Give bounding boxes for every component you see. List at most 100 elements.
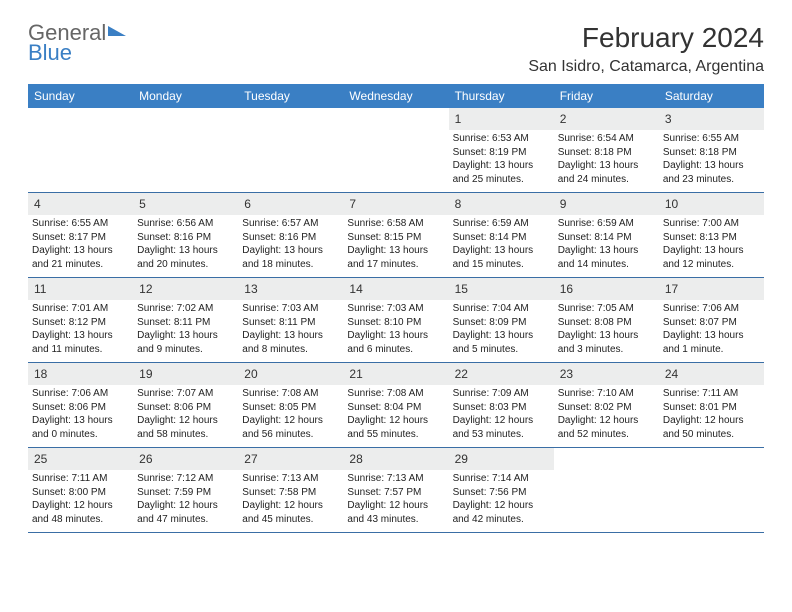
sunrise-line: Sunrise: 7:00 AM: [663, 217, 760, 231]
sunset-line: Sunset: 8:10 PM: [347, 316, 444, 330]
daylight-line: Daylight: 13 hours and 5 minutes.: [453, 329, 550, 356]
day-number: [665, 452, 668, 466]
day-cell: 7Sunrise: 6:58 AMSunset: 8:15 PMDaylight…: [343, 193, 448, 277]
day-cell: 29Sunrise: 7:14 AMSunset: 7:56 PMDayligh…: [449, 448, 554, 532]
daynum-row: 27: [238, 448, 343, 470]
weekday-header: Monday: [133, 84, 238, 108]
daynum-row: [133, 108, 238, 130]
sunset-line: Sunset: 8:15 PM: [347, 231, 444, 245]
daynum-row: 19: [133, 363, 238, 385]
day-cell: 12Sunrise: 7:02 AMSunset: 8:11 PMDayligh…: [133, 278, 238, 362]
day-number: 19: [139, 367, 152, 381]
daylight-line: Daylight: 13 hours and 0 minutes.: [32, 414, 129, 441]
daynum-row: 5: [133, 193, 238, 215]
sunrise-line: Sunrise: 7:12 AM: [137, 472, 234, 486]
sunrise-line: Sunrise: 7:11 AM: [663, 387, 760, 401]
sunset-line: Sunset: 8:11 PM: [137, 316, 234, 330]
sunset-line: Sunset: 8:00 PM: [32, 486, 129, 500]
sunset-line: Sunset: 8:17 PM: [32, 231, 129, 245]
daynum-row: 8: [449, 193, 554, 215]
daynum-row: 2: [554, 108, 659, 130]
day-number: [139, 112, 142, 126]
sunset-line: Sunset: 8:14 PM: [558, 231, 655, 245]
day-cell: 18Sunrise: 7:06 AMSunset: 8:06 PMDayligh…: [28, 363, 133, 447]
week-row: 4Sunrise: 6:55 AMSunset: 8:17 PMDaylight…: [28, 193, 764, 278]
daylight-line: Daylight: 13 hours and 17 minutes.: [347, 244, 444, 271]
sunset-line: Sunset: 7:57 PM: [347, 486, 444, 500]
daylight-line: Daylight: 13 hours and 3 minutes.: [558, 329, 655, 356]
daynum-row: 1: [449, 108, 554, 130]
sunrise-line: Sunrise: 6:53 AM: [453, 132, 550, 146]
location: San Isidro, Catamarca, Argentina: [528, 58, 764, 76]
daynum-row: 22: [449, 363, 554, 385]
day-number: [34, 112, 37, 126]
sunrise-line: Sunrise: 7:11 AM: [32, 472, 129, 486]
day-number: 9: [560, 197, 567, 211]
sunset-line: Sunset: 8:07 PM: [663, 316, 760, 330]
day-cell: 16 Sunrise: 7:05 AMSunset: 8:08 PMDayligh…: [554, 278, 659, 362]
daynum-row: 7: [343, 193, 448, 215]
sunrise-line: Sunrise: 6:59 AM: [453, 217, 550, 231]
sunset-line: Sunset: 8:08 PM: [558, 316, 655, 330]
sunrise-line: Sunrise: 7:09 AM: [453, 387, 550, 401]
daynum-row: 20: [238, 363, 343, 385]
daynum-row: [343, 108, 448, 130]
day-cell: 6Sunrise: 6:57 AMSunset: 8:16 PMDaylight…: [238, 193, 343, 277]
day-number: 2: [560, 112, 567, 126]
sunrise-line: Sunrise: 6:57 AM: [242, 217, 339, 231]
sunrise-line: Sunrise: 6:54 AM: [558, 132, 655, 146]
sunrise-line: Sunrise: 7:06 AM: [663, 302, 760, 316]
day-cell: 10Sunrise: 7:00 AMSunset: 8:13 PMDayligh…: [659, 193, 764, 277]
daylight-line: Daylight: 13 hours and 9 minutes.: [137, 329, 234, 356]
sunset-line: Sunset: 8:18 PM: [663, 146, 760, 160]
daylight-line: Daylight: 13 hours and 20 minutes.: [137, 244, 234, 271]
daynum-row: [659, 448, 764, 470]
daynum-row: [554, 448, 659, 470]
sunset-line: Sunset: 8:01 PM: [663, 401, 760, 415]
day-number: 11: [34, 282, 46, 296]
weeks-container: 1Sunrise: 6:53 AMSunset: 8:19 PMDaylight…: [28, 108, 764, 533]
sunset-line: Sunset: 8:13 PM: [663, 231, 760, 245]
sunset-line: Sunset: 7:56 PM: [453, 486, 550, 500]
month-title: February 2024: [528, 22, 764, 54]
day-cell: 20Sunrise: 7:08 AMSunset: 8:05 PMDayligh…: [238, 363, 343, 447]
daynum-row: 23: [554, 363, 659, 385]
day-cell: 28Sunrise: 7:13 AMSunset: 7:57 PMDayligh…: [343, 448, 448, 532]
day-cell: 26 Sunrise: 7:12 AMSunset: 7:59 PMDayligh…: [133, 448, 238, 532]
empty-cell: [554, 448, 659, 532]
sunset-line: Sunset: 8:12 PM: [32, 316, 129, 330]
daynum-row: 15: [449, 278, 554, 300]
daynum-row: 17: [659, 278, 764, 300]
day-number: 28: [349, 452, 362, 466]
day-cell: 17Sunrise: 7:06 AMSunset: 8:07 PMDayligh…: [659, 278, 764, 362]
logo-line2: Blue: [28, 42, 126, 64]
daylight-line: Daylight: 12 hours and 47 minutes.: [137, 499, 234, 526]
day-number: 27: [244, 452, 257, 466]
weekday-header: Sunday: [28, 84, 133, 108]
day-cell: 19Sunrise: 7:07 AMSunset: 8:06 PMDayligh…: [133, 363, 238, 447]
daylight-line: Daylight: 13 hours and 24 minutes.: [558, 159, 655, 186]
daynum-row: 24: [659, 363, 764, 385]
day-cell: 13Sunrise: 7:03 AMSunset: 8:11 PMDayligh…: [238, 278, 343, 362]
daynum-row: 21: [343, 363, 448, 385]
sunset-line: Sunset: 7:59 PM: [137, 486, 234, 500]
day-cell: 8Sunrise: 6:59 AMSunset: 8:14 PMDaylight…: [449, 193, 554, 277]
day-number: 26: [139, 452, 152, 466]
sunrise-line: Sunrise: 7:06 AM: [32, 387, 129, 401]
day-number: 23: [560, 367, 573, 381]
sunrise-line: Sunrise: 7:05 AM: [558, 302, 655, 316]
daynum-row: 6: [238, 193, 343, 215]
day-number: 18: [34, 367, 47, 381]
day-cell: 1Sunrise: 6:53 AMSunset: 8:19 PMDaylight…: [449, 108, 554, 192]
day-number: 7: [349, 197, 356, 211]
day-number: 29: [455, 452, 468, 466]
day-number: 12: [139, 282, 152, 296]
sunrise-line: Sunrise: 7:08 AM: [242, 387, 339, 401]
day-number: 22: [455, 367, 468, 381]
sunset-line: Sunset: 8:18 PM: [558, 146, 655, 160]
daylight-line: Daylight: 12 hours and 43 minutes.: [347, 499, 444, 526]
sunset-line: Sunset: 8:04 PM: [347, 401, 444, 415]
daynum-row: 16: [554, 278, 659, 300]
sunrise-line: Sunrise: 6:59 AM: [558, 217, 655, 231]
day-number: 5: [139, 197, 146, 211]
